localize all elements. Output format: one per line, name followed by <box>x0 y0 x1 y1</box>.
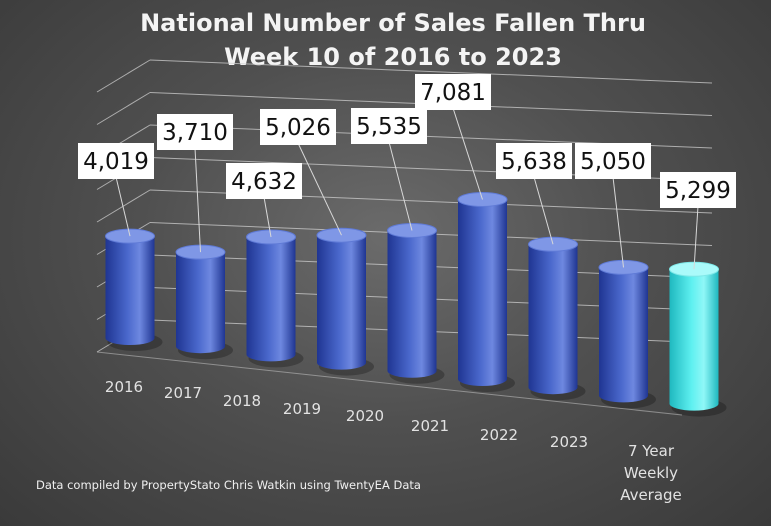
bar-2019 <box>316 227 374 376</box>
data-label-text: 3,710 <box>162 120 228 146</box>
chart-title-line-2: Week 10 of 2016 to 2023 <box>224 43 562 71</box>
leader-line <box>115 176 131 237</box>
x-tick-label: 2023 <box>550 433 588 451</box>
gridline-back <box>149 59 713 84</box>
bar-body <box>317 235 366 370</box>
bar-body <box>246 236 296 362</box>
bar-body <box>669 269 719 411</box>
bar-body <box>458 199 507 387</box>
data-label: 5,026 <box>260 109 336 145</box>
gridline-left <box>96 59 151 93</box>
data-label-box <box>351 108 427 144</box>
bar-7-year-weekly-average <box>669 261 727 417</box>
leader-line <box>263 196 272 238</box>
data-label-text: 4,632 <box>231 169 297 195</box>
bar-2017 <box>175 244 233 360</box>
gridline-left <box>96 189 151 223</box>
data-label-box <box>260 109 336 145</box>
x-tick-label: 2016 <box>105 378 143 396</box>
x-tick-label: 2019 <box>283 400 321 418</box>
data-label-box <box>415 74 491 110</box>
x-tick-label: 2021 <box>411 417 449 435</box>
x-tick-label: 2018 <box>223 392 261 410</box>
leader-line <box>693 205 699 270</box>
data-label: 5,050 <box>575 143 651 179</box>
data-label: 5,299 <box>660 172 736 208</box>
data-label-box <box>660 172 736 208</box>
data-label: 4,632 <box>226 163 302 199</box>
data-label: 3,710 <box>157 114 233 150</box>
leader-line <box>297 142 342 236</box>
data-label-text: 5,299 <box>665 178 731 204</box>
bar-body <box>105 236 155 346</box>
x-tick-label: 2017 <box>164 384 202 402</box>
chart-title-line-1: National Number of Sales Fallen Thru <box>140 9 646 37</box>
leader-line <box>388 141 413 231</box>
data-label-text: 5,026 <box>265 115 331 141</box>
data-label-box <box>226 163 302 199</box>
leader-line <box>452 107 483 200</box>
bar-2018 <box>246 229 304 368</box>
data-label: 5,638 <box>496 143 572 179</box>
data-label-box <box>575 143 651 179</box>
bar-2023 <box>598 259 656 409</box>
gridline-left <box>96 92 151 125</box>
leader-line <box>194 147 201 253</box>
data-label-text: 7,081 <box>420 80 486 106</box>
data-label-text: 4,019 <box>83 149 149 175</box>
bar-2016 <box>105 228 163 351</box>
x-tick-label: Weekly <box>624 464 678 482</box>
x-axis-tick-labels: 2016 2017 2018 2019 2020 2021 2022 2023 7 Year We… <box>105 378 682 504</box>
data-label-box <box>496 143 572 179</box>
data-label-text: 5,050 <box>580 149 646 175</box>
data-label: 7,081 <box>415 74 491 110</box>
leader-line <box>612 176 624 268</box>
bar-body <box>599 267 648 403</box>
data-label-box <box>157 114 233 150</box>
bar-2022 <box>528 236 586 401</box>
data-label-box <box>78 143 154 179</box>
footnote: Data compiled by PropertyStato Chris Wat… <box>36 478 421 492</box>
floor-edge <box>96 351 683 416</box>
bar-body <box>176 252 225 354</box>
data-label-text: 5,638 <box>501 149 567 175</box>
data-label-text: 5,535 <box>356 114 422 140</box>
bar-2021 <box>457 191 515 392</box>
bars <box>105 191 727 417</box>
chart-title: National Number of Sales Fallen Thru Wee… <box>140 9 646 71</box>
bar-2020 <box>387 222 445 384</box>
bar-body <box>387 230 437 378</box>
leader-line <box>533 176 554 245</box>
data-label: 5,535 <box>351 108 427 144</box>
x-tick-label: 7 Year <box>628 442 675 460</box>
x-tick-label: Average <box>620 486 682 504</box>
bar-body <box>528 244 578 395</box>
x-tick-label: 2022 <box>480 426 518 444</box>
data-label-leaders <box>115 107 699 270</box>
x-tick-label: 2020 <box>346 407 384 425</box>
data-label: 4,019 <box>78 143 154 179</box>
